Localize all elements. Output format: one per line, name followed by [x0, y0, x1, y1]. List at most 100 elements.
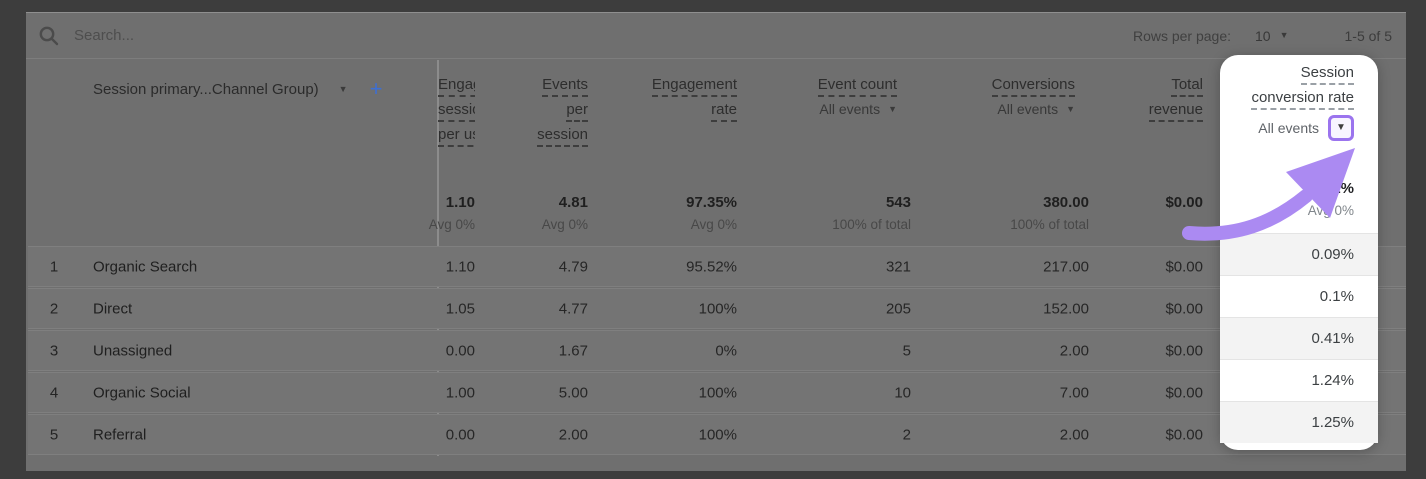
cell-engagement-rate: 100% — [698, 426, 737, 443]
chevron-down-icon: ▼ — [1279, 30, 1289, 40]
totals-events-per-session: 4.81 Avg 0% — [542, 194, 588, 232]
cell-total-revenue: $0.00 — [1165, 300, 1203, 317]
add-dimension-button[interactable]: + — [369, 76, 383, 101]
dimension-selector[interactable]: Session primary...Channel Group) — [93, 80, 319, 98]
filter-label: All events — [1258, 120, 1319, 136]
chevron-down-icon: ▼ — [1066, 103, 1075, 114]
chevron-down-icon[interactable]: ▼ — [338, 83, 348, 94]
highlighted-column-panel: Session conversion rate All events ▼ 0.1… — [1220, 55, 1378, 450]
search-icon — [39, 26, 59, 45]
header-line: session — [537, 127, 588, 147]
header-line: Session — [1300, 65, 1354, 85]
total-value: $0.00 — [1165, 194, 1203, 211]
col-header-conversions[interactable]: Conversions All events ▼ — [991, 77, 1075, 116]
cell-events-per-session: 4.77 — [558, 300, 588, 317]
cell-events-per-session: 5.00 — [558, 384, 588, 401]
cell-events-per-session: 1.67 — [558, 342, 588, 359]
cell-total-revenue: $0.00 — [1165, 342, 1203, 359]
total-value: 543 — [885, 194, 911, 211]
filter-label: All events — [997, 101, 1059, 117]
table-body: 1 Organic Search 1.10 4.79 95.52% 321 21… — [28, 246, 1406, 456]
cell-total-revenue: $0.00 — [1165, 426, 1203, 443]
cell-session-conversion-rate: 0.41% — [1220, 317, 1378, 359]
total-subtext: Avg 0% — [690, 217, 737, 232]
header-line: per — [566, 102, 588, 122]
session-conversion-rate-filter-dropdown[interactable]: All events ▼ — [1228, 115, 1354, 141]
header-line: Total — [1171, 77, 1203, 97]
header-line: conversion rate — [1251, 90, 1354, 110]
cell-session-conversion-rate: 1.25% — [1220, 401, 1378, 443]
all-events-dropdown-button[interactable]: ▼ — [1328, 115, 1354, 141]
cell-engaged-sessions: 0.00 — [445, 342, 475, 359]
pagination-range: 1-5 of 5 — [1344, 27, 1392, 44]
header-line: Event count — [817, 77, 897, 97]
header-line: Engagement — [651, 77, 737, 97]
cell-engagement-rate: 100% — [698, 384, 737, 401]
channel-name: Organic Search — [93, 258, 198, 275]
table-row: 2 Direct 1.05 4.77 100% 205 152.00 $0.00 — [28, 288, 1406, 329]
col-header-engaged-sessions-per-user[interactable]: Engaged sessions per user — [438, 77, 475, 152]
row-index: 3 — [49, 342, 59, 359]
cell-engaged-sessions: 1.00 — [445, 384, 475, 401]
table-row: 5 Referral 0.00 2.00 100% 2 2.00 $0.00 — [28, 414, 1406, 455]
header-line: sessions — [438, 102, 475, 122]
cell-conversions: 2.00 — [1059, 342, 1089, 359]
highlighted-column-cells: 0.09% 0.1% 0.41% 1.24% 1.25% — [1220, 233, 1378, 443]
table-toolbar: Rows per page: 10 ▼ 1-5 of 5 — [26, 13, 1406, 59]
channel-name: Unassigned — [93, 342, 173, 359]
analytics-table-card: Rows per page: 10 ▼ 1-5 of 5 Session pri… — [26, 12, 1406, 471]
search-box[interactable] — [26, 25, 376, 47]
table-row: 1 Organic Search 1.10 4.79 95.52% 321 21… — [28, 246, 1406, 287]
total-subtext: Avg 0% — [1307, 203, 1354, 218]
total-value: 1.10 — [445, 194, 475, 211]
row-index: 1 — [49, 258, 59, 275]
conversions-filter-dropdown[interactable]: All events ▼ — [992, 102, 1075, 116]
cell-session-conversion-rate: 0.1% — [1220, 275, 1378, 317]
channel-name: Referral — [93, 426, 147, 443]
dimension-header: Session primary...Channel Group) ▼ + — [93, 78, 382, 100]
cell-total-revenue: $0.00 — [1165, 258, 1203, 275]
cell-conversions: 217.00 — [1043, 258, 1089, 275]
cell-engaged-sessions: 1.10 — [445, 258, 475, 275]
header-line: per user — [438, 127, 475, 147]
rows-per-page-label: Rows per page: — [1132, 27, 1232, 44]
cell-session-conversion-rate: 1.24% — [1220, 359, 1378, 401]
col-header-events-per-session[interactable]: Events per session — [537, 77, 588, 152]
cell-event-count: 2 — [902, 426, 911, 443]
cell-event-count: 205 — [885, 300, 911, 317]
totals-conversions: 380.00 100% of total — [1010, 194, 1089, 232]
row-index: 2 — [49, 300, 59, 317]
table-row: 4 Organic Social 1.00 5.00 100% 10 7.00 … — [28, 372, 1406, 413]
header-line: revenue — [1148, 102, 1203, 122]
cell-conversions: 7.00 — [1059, 384, 1089, 401]
total-subtext: Avg 0% — [428, 217, 475, 232]
row-index: 4 — [49, 384, 59, 401]
header-line: Engaged — [438, 77, 475, 97]
totals-engagement-rate: 97.35% Avg 0% — [686, 194, 737, 232]
cell-engaged-sessions: 0.00 — [445, 426, 475, 443]
total-value: 4.81 — [558, 194, 588, 211]
cell-events-per-session: 2.00 — [558, 426, 588, 443]
event-count-filter-dropdown[interactable]: All events ▼ — [818, 102, 897, 116]
cell-event-count: 5 — [902, 342, 911, 359]
pagination-controls: Rows per page: 10 ▼ 1-5 of 5 — [1133, 28, 1406, 44]
header-line: Conversions — [991, 77, 1075, 97]
chevron-down-icon: ▼ — [888, 103, 897, 114]
channel-name: Direct — [93, 300, 133, 317]
search-input[interactable] — [72, 26, 376, 45]
rows-per-page-select[interactable]: 10 ▼ — [1255, 28, 1289, 44]
total-value: 97.35% — [686, 194, 737, 211]
row-index: 5 — [49, 426, 59, 443]
col-header-session-conversion-rate[interactable]: Session conversion rate All events ▼ — [1228, 65, 1354, 141]
col-header-event-count[interactable]: Event count All events ▼ — [817, 77, 897, 116]
cell-engaged-sessions: 1.05 — [445, 300, 475, 317]
channel-name: Organic Social — [93, 384, 191, 401]
total-value: 380.00 — [1043, 194, 1089, 211]
totals-event-count: 543 100% of total — [832, 194, 911, 232]
cell-session-conversion-rate: 0.09% — [1220, 233, 1378, 275]
col-header-engagement-rate[interactable]: Engagement rate — [651, 77, 737, 127]
cell-conversions: 152.00 — [1043, 300, 1089, 317]
col-header-total-revenue[interactable]: Total revenue — [1148, 77, 1203, 127]
cell-engagement-rate: 100% — [698, 300, 737, 317]
